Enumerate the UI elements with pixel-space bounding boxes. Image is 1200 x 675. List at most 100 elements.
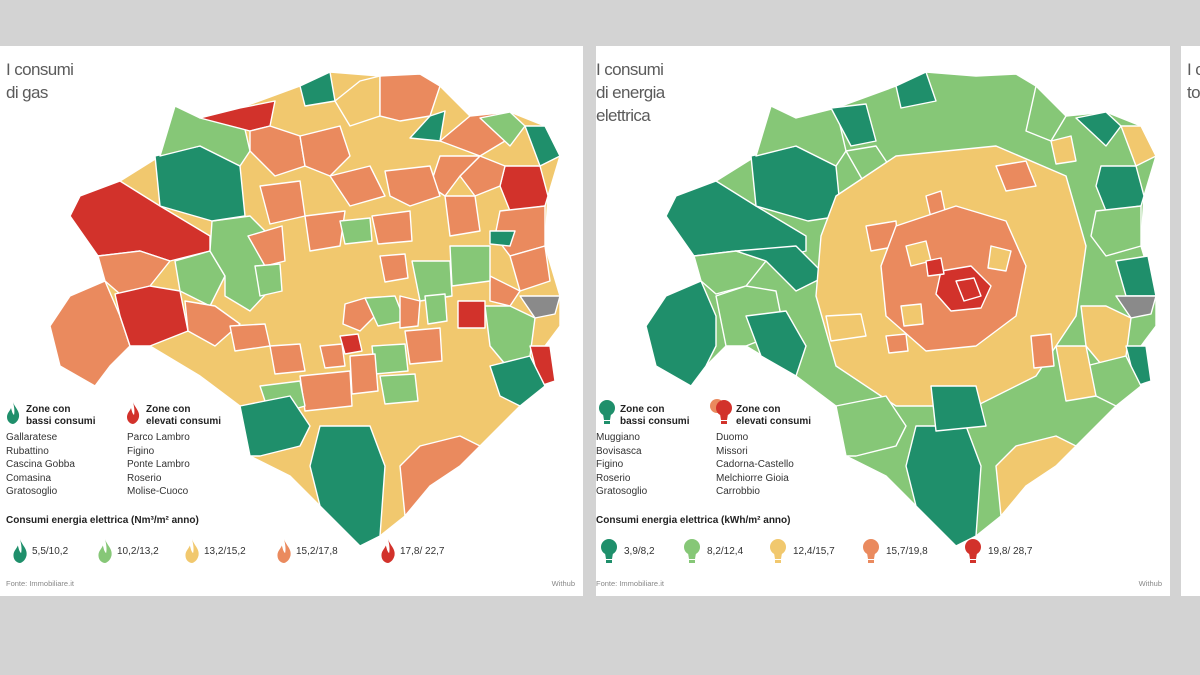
- lightbulb-icon: [965, 539, 981, 563]
- district: [254, 263, 283, 297]
- district: [755, 105, 847, 167]
- lightbulb-icon: [684, 539, 700, 563]
- high-consumption-zones: Duomo Missori Cadorna-Castello Melchiorr…: [716, 431, 794, 499]
- flame-icon: [381, 539, 395, 563]
- list-item: Duomo: [716, 432, 749, 443]
- district: [519, 295, 561, 319]
- district: [1120, 125, 1157, 167]
- district: [1090, 205, 1142, 257]
- district: [645, 280, 717, 387]
- legend-label: 17,8/ 22,7: [400, 546, 445, 557]
- low-consumption-label: Zone con bassi consumi: [620, 404, 690, 427]
- district: [199, 100, 276, 132]
- list-item: Cascina Gobba: [6, 459, 75, 470]
- district: [299, 71, 336, 107]
- district: [895, 71, 937, 109]
- gas-map-panel: I consumi di gas Zone con bassi consumi …: [0, 46, 583, 596]
- district: [174, 250, 226, 307]
- third-map-panel: I c to: [1181, 46, 1200, 596]
- district: [184, 300, 241, 347]
- district: [247, 225, 286, 267]
- legend-label: 8,2/12,4: [707, 546, 744, 557]
- district: [1095, 165, 1145, 212]
- source-credit: Fonte: Immobiliare.it: [596, 579, 664, 588]
- list-item: Cadorna-Castello: [716, 459, 794, 470]
- district: [404, 327, 443, 365]
- brand-credit: Withub: [1138, 579, 1162, 588]
- legend-label: 12,4/15,7: [793, 546, 835, 557]
- gas-map-title: I consumi di gas: [6, 60, 74, 102]
- district: [735, 245, 827, 292]
- legend-label: 15,7/19,8: [886, 546, 928, 557]
- high-consumption-zones: Parco Lambro Figino Ponte Lambro Roserio…: [127, 431, 190, 499]
- district: [995, 435, 1077, 517]
- district: [411, 260, 453, 302]
- list-item: Rubattino: [6, 445, 49, 457]
- lightbulb-icon: [770, 539, 786, 563]
- district: [371, 210, 413, 245]
- high-consumption-label: Zone con elevati consumi: [146, 404, 222, 427]
- district: [745, 310, 807, 377]
- district: [339, 333, 363, 355]
- district: [229, 323, 271, 352]
- high-consumption-label: Zone con elevati consumi: [736, 404, 812, 427]
- list-item: Gratosoglio: [6, 486, 58, 497]
- electricity-choropleth-map: [645, 71, 1157, 547]
- district: [1050, 135, 1077, 165]
- low-consumption-zones: Gallaratese Rubattino Cascina Gobba Coma…: [6, 431, 75, 499]
- district: [1115, 295, 1157, 319]
- brand-credit: Withub: [551, 579, 575, 588]
- district: [384, 165, 441, 207]
- district: [930, 385, 987, 432]
- district: [905, 425, 982, 547]
- list-item: Roserio: [596, 472, 631, 484]
- district: [399, 435, 481, 517]
- district: [499, 165, 549, 212]
- legend-label: 10,2/13,2: [117, 546, 159, 557]
- district: [424, 293, 448, 325]
- list-item: Parco Lambro: [127, 432, 190, 443]
- list-item: Roserio: [127, 472, 162, 484]
- flame-icon: [98, 539, 112, 563]
- district: [371, 343, 409, 375]
- list-item: Muggiano: [596, 432, 640, 443]
- district: [304, 210, 346, 252]
- lightbulb-icon: [599, 400, 615, 424]
- scale-title: Consumi energia elettrica (Nm³/m² anno): [6, 515, 199, 526]
- flame-icon: [185, 539, 199, 563]
- list-item: Melchiorre Gioia: [716, 472, 789, 484]
- lightbulb-icon: [601, 539, 617, 563]
- district: [239, 395, 311, 457]
- district: [825, 313, 867, 342]
- source-credit: Fonte: Immobiliare.it: [6, 579, 74, 588]
- district: [444, 195, 481, 237]
- electricity-map-panel: I consumi di energia elettrica Zone con …: [596, 46, 1170, 596]
- district: [457, 300, 486, 329]
- low-consumption-zones: Muggiano Bovisasca Figino Roserio Gratos…: [596, 431, 647, 499]
- district: [379, 73, 441, 122]
- district: [987, 245, 1012, 272]
- low-consumption-label: Zone con bassi consumi: [26, 404, 96, 427]
- district: [379, 253, 409, 283]
- district: [114, 285, 189, 347]
- third-map-title: I c to: [1187, 60, 1200, 102]
- list-item: Comasina: [6, 472, 52, 484]
- list-item: Figino: [127, 445, 155, 457]
- district: [342, 297, 376, 332]
- district: [1055, 345, 1097, 402]
- list-item: Figino: [596, 459, 624, 470]
- district: [379, 373, 419, 405]
- district: [299, 125, 351, 177]
- district: [830, 103, 877, 147]
- district: [955, 277, 982, 302]
- district: [309, 425, 386, 547]
- district: [319, 343, 346, 369]
- legend-label: 3,9/8,2: [624, 546, 655, 557]
- district: [349, 353, 379, 395]
- legend-label: 13,2/15,2: [204, 546, 246, 557]
- list-item: Gallaratese: [6, 432, 58, 443]
- list-item: Missori: [716, 445, 748, 457]
- district: [885, 333, 909, 354]
- electricity-map-title: I consumi di energia elettrica: [596, 60, 665, 125]
- legend-label: 15,2/17,8: [296, 546, 338, 557]
